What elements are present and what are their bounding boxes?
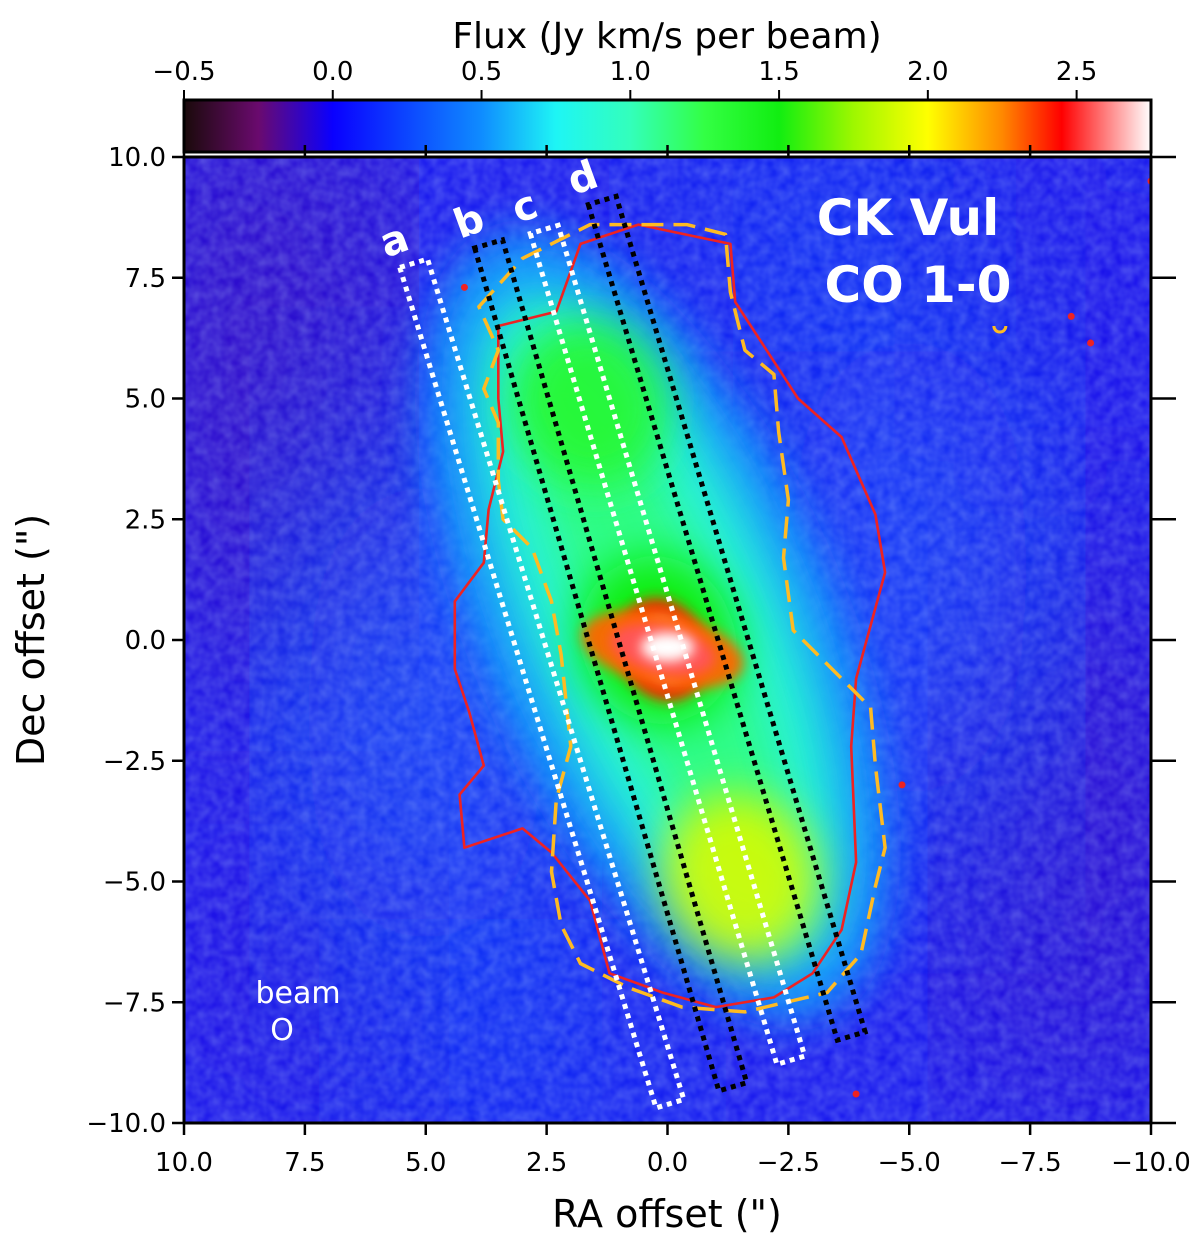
x-axis-label: RA offset (") [552,1192,782,1236]
red-contour [453,223,887,1009]
contours-layer [453,222,887,1014]
colorbar-ticks: −0.5 0.0 0.5 1.0 1.5 2.0 2.5 [152,57,1097,100]
x-tick-label: 10.0 [155,1148,213,1178]
stray-spot [460,283,468,291]
y-tick-label: 7.5 [125,264,166,294]
x-tick-label: −5.0 [878,1148,941,1178]
plot-title-line2: CO 1-0 [825,256,1012,314]
stray-spot [1087,339,1095,347]
slits-layer [396,193,869,1112]
stray-dashed-spot [992,325,1008,334]
beam-symbol: O [270,1013,294,1048]
y-tick-label: 0.0 [125,626,166,656]
plot-title-line1: CK Vul [817,189,1000,247]
beam-label: beam [255,976,340,1011]
colorbar-tick-label: 2.5 [1056,57,1097,87]
y-tick-label: 10.0 [108,143,166,173]
stray-contour-spots [460,177,1151,1098]
colorbar-gradient [182,98,1153,154]
y-tick-label: −7.5 [103,988,166,1018]
colorbar-tick-label: 0.5 [461,57,502,87]
y-tick-label: 2.5 [125,505,166,535]
emission-blob-shape [511,319,669,488]
x-tick-label: 0.0 [647,1148,688,1178]
colorbar-tick-label: 1.0 [610,57,651,87]
colorbar-tick-label: 2.0 [907,57,948,87]
y-tick-label: −5.0 [103,868,166,898]
x-tick-label: −7.5 [999,1148,1062,1178]
emission-blob [511,319,669,488]
emission-blob-shape [661,792,819,961]
yellow-dashed-contour [477,222,887,1014]
x-tick-label: 5.0 [405,1148,446,1178]
y-axis-ticks: 10.0 7.5 5.0 2.5 0.0 −2.5 −5.0 −7.5 −10.0 [86,143,1176,1139]
slit-b [471,236,750,1094]
y-axis-label: Dec offset (") [9,514,53,766]
x-axis-ticks: 10.0 7.5 5.0 2.5 0.0 −2.5 −5.0 −7.5 −10.0 [155,145,1191,1178]
colorbar-tick-label: 0.0 [312,57,353,87]
x-tick-label: −2.5 [757,1148,820,1178]
x-tick-label: 7.5 [284,1148,325,1178]
flux-image [184,157,1151,1123]
colorbar: −0.5 0.0 0.5 1.0 1.5 2.0 2.5 Flux (Jy km/s per… [152,16,1153,154]
y-tick-label: 5.0 [125,385,166,415]
stray-spot [1067,312,1075,320]
colorbar-tick-label: 1.5 [758,57,799,87]
slit-c [527,222,808,1068]
stray-spot [852,1090,860,1098]
colorbar-tick-label: −0.5 [152,57,215,87]
emission-blob [661,792,819,961]
y-tick-label: −2.5 [103,747,166,777]
stray-spot [898,781,906,789]
y-tick-label: −10.0 [86,1109,166,1139]
peak-max [640,632,695,662]
colorbar-label: Flux (Jy km/s per beam) [452,16,881,57]
x-tick-label: −10.0 [1111,1148,1191,1178]
x-tick-label: 2.5 [526,1148,567,1178]
slit-d [585,193,869,1044]
